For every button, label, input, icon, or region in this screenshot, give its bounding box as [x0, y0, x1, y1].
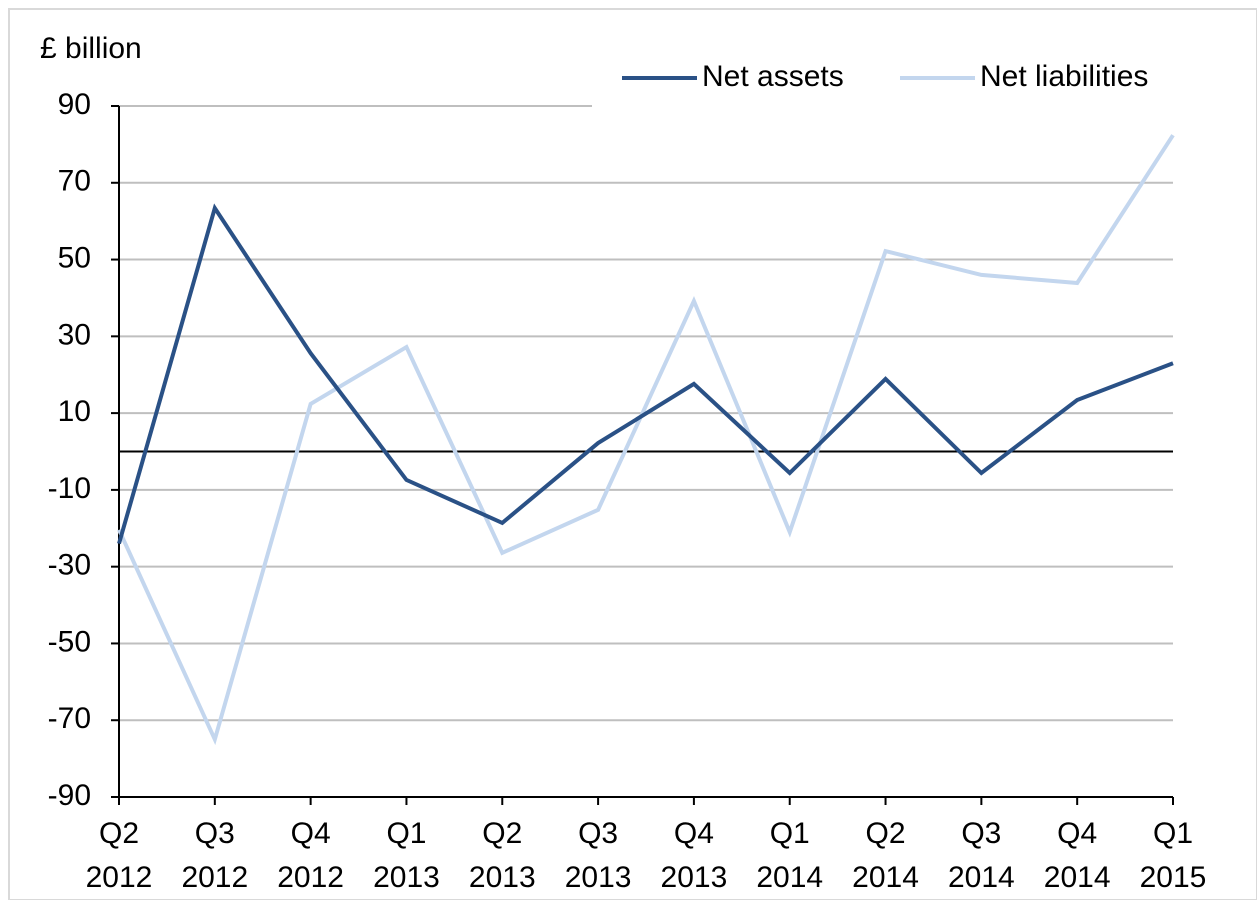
- y-tick-label: 30: [58, 318, 91, 351]
- x-tick-label: Q2: [99, 817, 139, 850]
- x-tick-label: Q4: [291, 817, 331, 850]
- x-tick-label: 2014: [852, 861, 919, 894]
- legend-label: Net liabilities: [980, 60, 1148, 93]
- x-tick-label: 2013: [469, 861, 536, 894]
- x-tick-label: Q1: [1153, 817, 1193, 850]
- y-tick-label: 70: [58, 165, 91, 198]
- y-tick-label: 90: [58, 88, 91, 121]
- y-tick-label: -70: [48, 702, 91, 735]
- x-tick-label: 2013: [373, 861, 440, 894]
- y-tick-label: -90: [48, 779, 91, 812]
- x-tick-label: Q1: [386, 817, 426, 850]
- y-tick-label: -10: [48, 472, 91, 505]
- x-tick-label: 2014: [756, 861, 823, 894]
- x-tick-label: Q4: [1057, 817, 1097, 850]
- x-tick-label: Q3: [578, 817, 618, 850]
- x-tick-label: 2013: [565, 861, 632, 894]
- x-tick-label: 2012: [86, 861, 153, 894]
- y-tick-label: 10: [58, 395, 91, 428]
- series-line: [117, 134, 1175, 746]
- x-tick-label: Q3: [195, 817, 235, 850]
- x-tick-label: Q3: [961, 817, 1001, 850]
- x-tick-label: 2012: [181, 861, 248, 894]
- x-tick-label: 2014: [948, 861, 1015, 894]
- series-line: [117, 203, 1174, 545]
- x-tick-label: 2015: [1140, 861, 1207, 894]
- legend-bg: [592, 55, 1182, 115]
- x-tick-label: Q2: [482, 817, 522, 850]
- x-tick-label: Q1: [770, 817, 810, 850]
- x-tick-label: 2014: [1044, 861, 1111, 894]
- y-tick-label: -50: [48, 625, 91, 658]
- y-axis-label: £ billion: [40, 32, 142, 65]
- x-tick-label: Q4: [674, 817, 714, 850]
- x-tick-label: 2013: [661, 861, 728, 894]
- chart-frame: [8, 8, 1257, 900]
- y-tick-label: 50: [58, 241, 91, 274]
- x-tick-label: 2012: [277, 861, 344, 894]
- legend-label: Net assets: [702, 60, 844, 93]
- x-tick-label: Q2: [866, 817, 906, 850]
- y-tick-label: -30: [48, 549, 91, 582]
